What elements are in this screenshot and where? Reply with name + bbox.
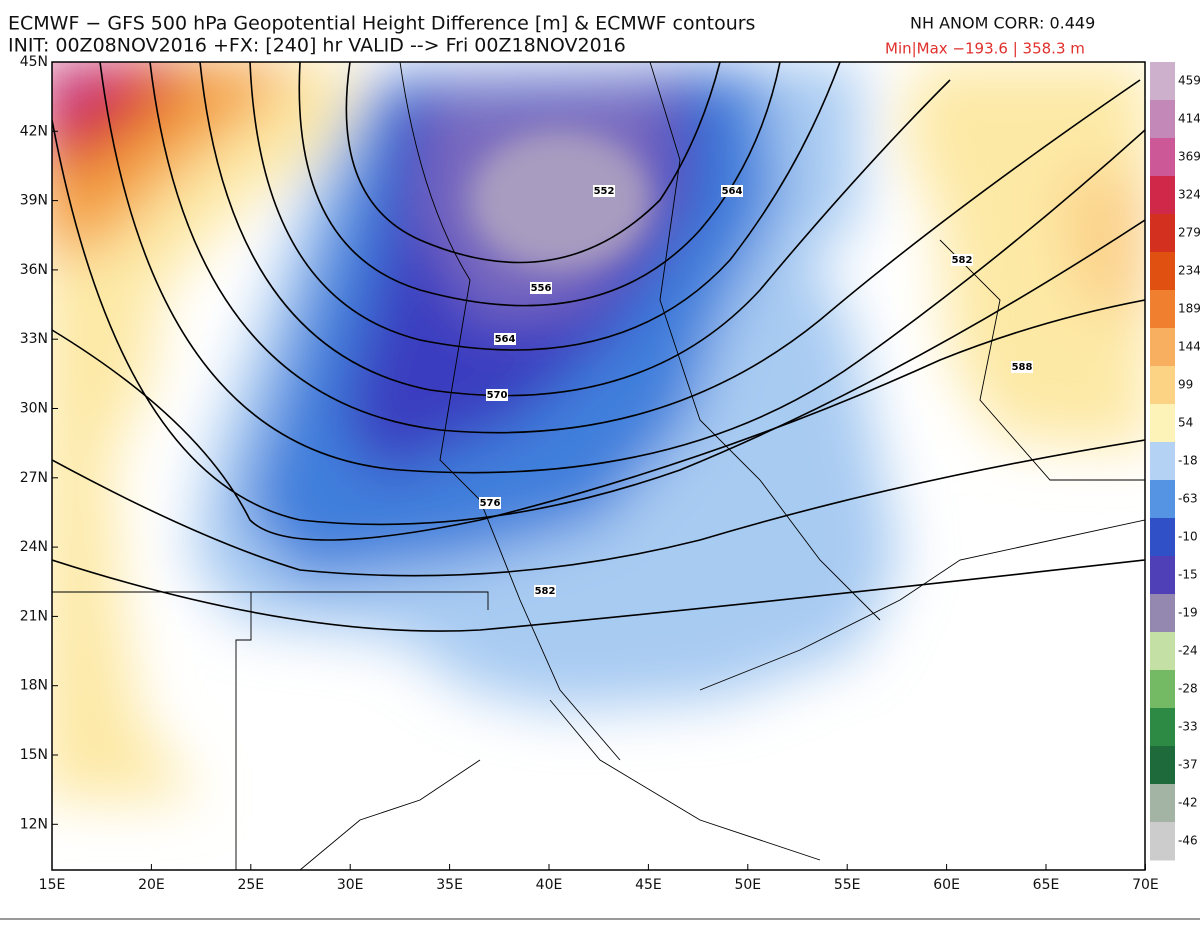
colorbar-label: -28 bbox=[1178, 682, 1198, 696]
colorbar-swatch bbox=[1150, 632, 1175, 671]
contour-label: 582 bbox=[952, 255, 973, 266]
lat-label: 12N bbox=[20, 816, 48, 832]
colorbar-label: -18 bbox=[1178, 454, 1198, 468]
colorbar-swatch bbox=[1150, 480, 1175, 519]
colorbar-swatch bbox=[1150, 252, 1175, 291]
contour-label: 556 bbox=[531, 283, 552, 294]
contour-label-bg bbox=[494, 333, 516, 345]
colorbar-label: 369 bbox=[1178, 150, 1200, 164]
colorbar-label: -33 bbox=[1178, 720, 1198, 734]
anom-corr: NH ANOM CORR: 0.449 bbox=[910, 14, 1095, 33]
colorbar-swatch bbox=[1150, 214, 1175, 253]
colorbar-swatch bbox=[1150, 366, 1175, 405]
min-max: Min|Max −193.6 | 358.3 m bbox=[885, 40, 1085, 58]
contour-label-bg bbox=[479, 497, 501, 509]
contour-label-bg bbox=[1011, 361, 1033, 373]
lon-label: 40E bbox=[536, 877, 563, 893]
colorbar-label: 234 bbox=[1178, 264, 1200, 278]
colorbar-label: 189 bbox=[1178, 302, 1200, 316]
colorbar-swatch bbox=[1150, 290, 1175, 329]
colorbar-swatch bbox=[1150, 708, 1175, 747]
colorbar-label: -37 bbox=[1178, 758, 1198, 772]
lon-label: 45E bbox=[635, 877, 662, 893]
lon-label: 65E bbox=[1033, 877, 1060, 893]
title: ECMWF − GFS 500 hPa Geopotential Height … bbox=[8, 13, 755, 35]
lat-label: 42N bbox=[20, 123, 48, 139]
lat-label: 27N bbox=[20, 470, 48, 486]
contour-label-bg bbox=[534, 585, 556, 597]
colorbar-label: 144 bbox=[1178, 340, 1200, 354]
colorbar-label: 414 bbox=[1178, 112, 1200, 126]
contour-label: 564 bbox=[495, 334, 516, 345]
lon-label: 20E bbox=[138, 877, 165, 893]
contour-label: 588 bbox=[1012, 362, 1033, 373]
colorbar-label: -10 bbox=[1178, 530, 1198, 544]
colorbar-swatch bbox=[1150, 138, 1175, 177]
map bbox=[52, 62, 1145, 870]
contour-label-bg bbox=[593, 185, 615, 197]
contour-label-bg bbox=[486, 389, 508, 401]
colorbar-label: 279 bbox=[1178, 226, 1200, 240]
colorbar-label: -63 bbox=[1178, 492, 1198, 506]
colorbar-label: 459 bbox=[1178, 74, 1200, 88]
colorbar-swatch bbox=[1150, 328, 1175, 367]
contour-label: 552 bbox=[594, 186, 615, 197]
colorbar-swatch bbox=[1150, 518, 1175, 557]
colorbar-label: 99 bbox=[1178, 378, 1193, 392]
lon-label: 15E bbox=[39, 877, 66, 893]
colorbar-swatch bbox=[1150, 176, 1175, 215]
contour-label: 564 bbox=[722, 186, 743, 197]
lon-label: 30E bbox=[337, 877, 364, 893]
colorbar-swatch bbox=[1150, 784, 1175, 823]
lat-label: 21N bbox=[20, 608, 48, 624]
lat-label: 39N bbox=[20, 193, 48, 209]
colorbar-swatch bbox=[1150, 404, 1175, 443]
contour-label-bg bbox=[721, 185, 743, 197]
lon-label: 70E bbox=[1132, 877, 1159, 893]
colorbar-label: -42 bbox=[1178, 796, 1198, 810]
colorbar-swatch bbox=[1150, 100, 1175, 139]
colorbar-label: -15 bbox=[1178, 568, 1198, 582]
lon-label: 60E bbox=[933, 877, 960, 893]
lon-label: 55E bbox=[834, 877, 861, 893]
colorbar: 459 414 369 324 279 234 189 144 99 54 -18 -63 -10 -15… bbox=[1150, 62, 1200, 861]
colorbar-label: 324 bbox=[1178, 188, 1200, 202]
contour-label: 582 bbox=[535, 586, 556, 597]
lon-label: 50E bbox=[734, 877, 761, 893]
contour-label: 576 bbox=[480, 498, 501, 509]
lat-label: 18N bbox=[20, 678, 48, 694]
colorbar-swatch bbox=[1150, 62, 1175, 101]
colorbar-swatch bbox=[1150, 556, 1175, 595]
colorbar-swatch bbox=[1150, 746, 1175, 785]
colorbar-label: -19 bbox=[1178, 606, 1198, 620]
contour-label-bg bbox=[530, 282, 552, 294]
lat-label: 15N bbox=[20, 747, 48, 763]
lat-label: 24N bbox=[20, 539, 48, 555]
lat-label: 30N bbox=[20, 401, 48, 417]
lon-label: 25E bbox=[237, 877, 264, 893]
colorbar-swatch bbox=[1150, 822, 1175, 861]
colorbar-swatch bbox=[1150, 594, 1175, 633]
lat-label: 33N bbox=[20, 331, 48, 347]
contour-label: 570 bbox=[487, 390, 508, 401]
colorbar-swatch bbox=[1150, 442, 1175, 481]
colorbar-label: 54 bbox=[1178, 416, 1193, 430]
init-line: INIT: 00Z08NOV2016 +FX: [240] hr VALID -… bbox=[8, 35, 626, 57]
contour-label-bg bbox=[951, 254, 973, 266]
colorbar-swatch bbox=[1150, 670, 1175, 709]
colorbar-label: -46 bbox=[1178, 834, 1198, 848]
lon-label: 35E bbox=[436, 877, 463, 893]
lat-label: 45N bbox=[20, 54, 48, 70]
lat-label: 36N bbox=[20, 262, 48, 278]
colorbar-label: -24 bbox=[1178, 644, 1198, 658]
